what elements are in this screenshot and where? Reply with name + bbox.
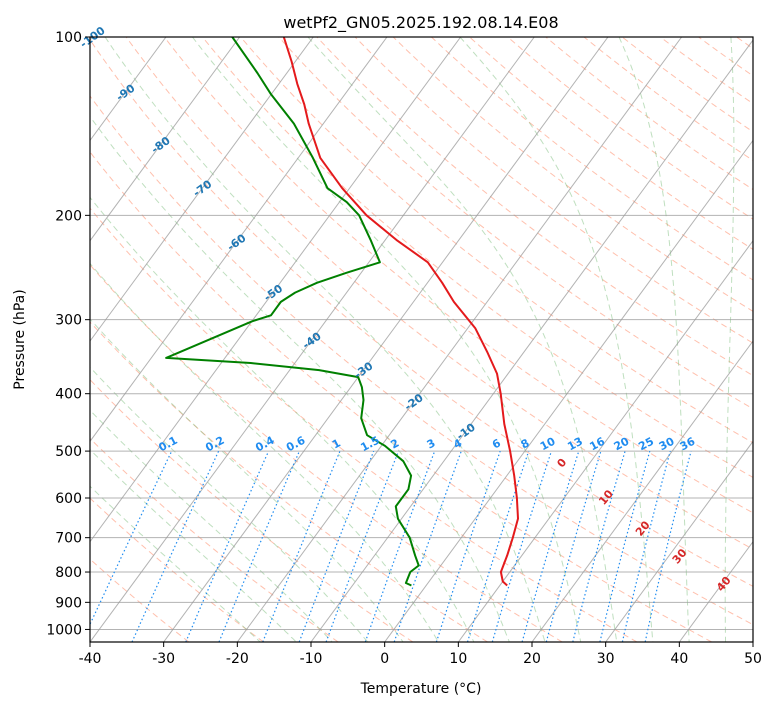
mixing-ratio-line bbox=[435, 450, 501, 642]
y-tick-label: 800 bbox=[55, 565, 82, 581]
isotherm-line bbox=[90, 37, 241, 242]
x-tick-label: 40 bbox=[670, 651, 688, 667]
dry-adiabat-line bbox=[90, 207, 638, 642]
mixing-ratio-line bbox=[621, 450, 671, 642]
x-tick-label: -20 bbox=[226, 651, 249, 667]
moist-adiabat-line bbox=[90, 196, 475, 642]
dry-adiabat-line bbox=[392, 37, 753, 312]
chart-title: wetPf2_GN05.2025.192.08.14.E08 bbox=[283, 13, 558, 33]
dry-adiabat-line bbox=[90, 151, 712, 642]
isotherm-line bbox=[384, 139, 753, 642]
x-tick-label: -10 bbox=[300, 651, 323, 667]
x-tick-label: 30 bbox=[597, 651, 615, 667]
isotherm-line bbox=[163, 37, 609, 642]
isotherm-line bbox=[90, 37, 167, 142]
dry-adiabat-line bbox=[90, 39, 753, 587]
mixing-ratio-line bbox=[131, 450, 220, 642]
x-tick-label: 0 bbox=[380, 651, 389, 667]
axes: -40 -30 -20 -10 0 10 20 30 40 50 100 200 300 400 500 60… bbox=[46, 30, 762, 667]
dry-adiabat-line bbox=[90, 95, 753, 626]
dry-adiabat-line bbox=[90, 321, 488, 642]
isotherm-line bbox=[605, 440, 753, 642]
isotherm-line bbox=[236, 37, 683, 642]
y-axis-title: Pressure (hPa) bbox=[12, 289, 28, 389]
temperature-profile-line bbox=[282, 37, 519, 587]
mixing-ratio-line bbox=[393, 450, 462, 642]
mixing-ratio-line bbox=[90, 450, 173, 626]
mixing-ratio-label: 30 bbox=[657, 435, 677, 454]
isotherm-line bbox=[310, 39, 753, 642]
x-tick-label: -40 bbox=[79, 651, 102, 667]
mixing-ratio-line bbox=[572, 450, 626, 642]
y-tick-label: 300 bbox=[55, 313, 82, 329]
moist-adiabat-line bbox=[307, 37, 618, 642]
mixing-ratio-line bbox=[521, 450, 580, 642]
dry-adiabat-line bbox=[90, 497, 264, 642]
x-tick-label: 10 bbox=[449, 651, 467, 667]
y-tick-label: 700 bbox=[55, 531, 82, 547]
mixing-ratio-label: 16 bbox=[587, 435, 607, 454]
mixing-ratio-label: 25 bbox=[636, 435, 656, 454]
y-tick-label: 500 bbox=[55, 444, 82, 460]
mixing-ratio-line bbox=[364, 450, 436, 642]
mixing-ratio-line bbox=[599, 450, 651, 642]
y-tick-label: 100 bbox=[55, 30, 82, 46]
mixing-ratio-line bbox=[491, 450, 552, 642]
plot-frame bbox=[89, 36, 754, 643]
dry-adiabat-line bbox=[354, 37, 753, 344]
background-lines bbox=[90, 37, 753, 642]
isotherm-line bbox=[531, 340, 753, 642]
x-tick-label: 50 bbox=[744, 651, 762, 667]
moist-adiabat-line bbox=[724, 37, 735, 642]
x-axis-title: Temperature (°C) bbox=[360, 681, 482, 697]
dry-adiabat-line bbox=[583, 37, 753, 162]
moist-adiabat-line bbox=[618, 37, 690, 642]
y-tick-label: 600 bbox=[55, 491, 82, 507]
y-tick-label: 200 bbox=[55, 208, 82, 224]
isotherm-line bbox=[457, 239, 753, 642]
mixing-ratio-label: 36 bbox=[678, 435, 698, 454]
mixing-ratio-line bbox=[644, 450, 692, 642]
mixing-ratio-line bbox=[218, 450, 300, 642]
y-tick-label: 900 bbox=[55, 595, 82, 611]
x-tick-label: 20 bbox=[523, 651, 541, 667]
moist-adiabat-line bbox=[90, 318, 404, 642]
mixing-ratio-line bbox=[185, 450, 270, 642]
mixing-ratio-label: 20 bbox=[612, 434, 632, 453]
moist-adiabat-line bbox=[90, 115, 510, 642]
dry-adiabat-line bbox=[125, 37, 753, 550]
isotherm-line bbox=[90, 37, 314, 342]
dry-adiabat-line bbox=[240, 37, 753, 444]
mixing-ratio-label: 13 bbox=[565, 435, 585, 454]
mixing-ratio-label: 10 bbox=[538, 434, 558, 453]
y-tick-label: 400 bbox=[55, 387, 82, 403]
dewpoint-profile-line bbox=[165, 37, 420, 587]
mixing-ratio-line bbox=[545, 450, 602, 642]
dry-adiabat-line bbox=[431, 37, 753, 281]
x-tick-label: -30 bbox=[152, 651, 175, 667]
profile-lines bbox=[165, 37, 519, 587]
moist-adiabat-line bbox=[90, 448, 298, 642]
moist-adiabat-line bbox=[90, 262, 440, 642]
y-tick-label: 1000 bbox=[46, 622, 82, 638]
mixing-ratio-line bbox=[466, 450, 530, 642]
dry-adiabat-line bbox=[90, 378, 414, 642]
isotherm-line bbox=[90, 37, 535, 642]
